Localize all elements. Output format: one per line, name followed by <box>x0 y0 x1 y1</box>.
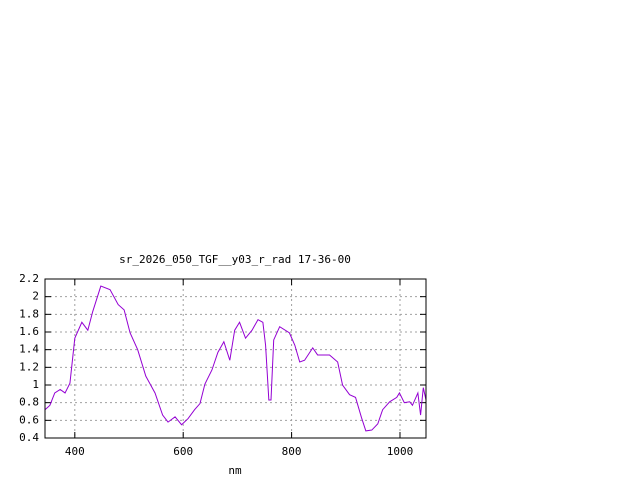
y-tick-label: 1.6 <box>19 325 39 338</box>
x-tick-label: 1000 <box>387 445 414 458</box>
y-tick-label: 0.6 <box>19 413 39 426</box>
y-tick-label: 1.4 <box>19 343 39 356</box>
y-tick-label: 1 <box>32 378 39 391</box>
chart-title: sr_2026_050_TGF__y03_r_rad 17-36-00 <box>119 253 351 266</box>
y-tick-label: 0.8 <box>19 396 39 409</box>
y-tick-label: 2 <box>32 290 39 303</box>
x-tick-label: 400 <box>65 445 85 458</box>
y-tick-label: 2.2 <box>19 272 39 285</box>
x-axis-label: nm <box>228 464 242 477</box>
x-tick-label: 600 <box>173 445 193 458</box>
y-tick-label: 1.2 <box>19 360 39 373</box>
x-tick-label: 800 <box>282 445 302 458</box>
y-tick-label: 0.4 <box>19 431 39 444</box>
data-line <box>44 285 427 432</box>
y-tick-label: 1.8 <box>19 307 39 320</box>
plot-frame <box>44 278 427 439</box>
